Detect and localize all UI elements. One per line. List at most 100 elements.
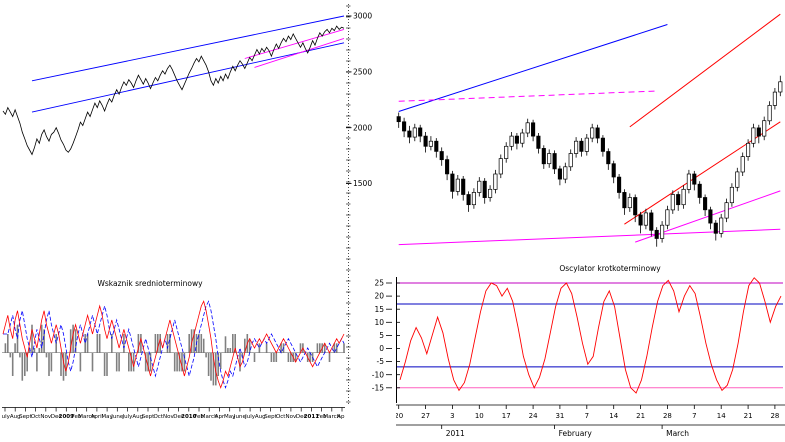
histogram-bar [31, 324, 33, 353]
month-label: Apr [215, 414, 225, 420]
candle-body [396, 116, 401, 123]
week-label: 14 [609, 412, 618, 420]
oscillator-axis-label: 10 [374, 318, 384, 327]
histogram-bar [65, 352, 67, 376]
candle-body [595, 127, 600, 139]
candle-body [778, 81, 783, 93]
candle-body [686, 173, 691, 190]
candle-body [772, 91, 777, 106]
medium-oscillator-panel [2, 292, 345, 404]
oscillator-axis-label: -10 [372, 370, 384, 379]
month-label: May [101, 414, 113, 420]
candle-body [606, 151, 611, 165]
histogram-bar [147, 352, 149, 372]
histogram-bar [212, 352, 215, 386]
month-label: Nov [163, 414, 174, 420]
candle-body [729, 186, 734, 204]
candle-body [407, 130, 412, 138]
candle-body [520, 132, 525, 144]
histogram-bar [183, 352, 186, 372]
magenta-trend-lower [254, 37, 345, 68]
month-label: June [233, 414, 247, 420]
oscillator-line [2, 300, 345, 389]
histogram-bar [188, 334, 190, 353]
histogram-bar [239, 352, 241, 372]
week-label: 7 [692, 412, 696, 420]
month-label: 2009 [59, 414, 74, 420]
month-label: Sept [264, 414, 277, 420]
magenta-trend-upper [244, 28, 345, 59]
longterm-price-panel [2, 6, 345, 236]
histogram-bar [96, 334, 99, 353]
candle-body [552, 153, 557, 170]
left-time-axis: JulyAugSeptOctNovDec2009FebMarchAprilMay… [2, 406, 345, 442]
week-label: 3 [450, 412, 454, 420]
histogram-bar [79, 352, 82, 372]
channel-upper [31, 15, 345, 82]
candle-body [498, 158, 503, 175]
histogram-bar [50, 352, 53, 372]
histogram-bar [229, 348, 232, 353]
histogram-bar [176, 352, 178, 372]
histogram-bar [273, 352, 275, 362]
histogram-bar [28, 348, 31, 353]
histogram-bar [21, 352, 24, 381]
month-label: March [666, 429, 689, 438]
histogram-bar [103, 352, 106, 376]
candle-body [466, 194, 471, 206]
histogram-bar [323, 343, 326, 353]
oscillator-axis-label: 15 [374, 305, 384, 314]
histogram-bar [154, 334, 157, 353]
candle-body [477, 180, 482, 193]
oscillator-axis-label: 0 [379, 344, 384, 353]
candle-body [638, 214, 643, 226]
week-label: 21 [744, 412, 753, 420]
month-label: February [559, 429, 593, 438]
candle-body [493, 173, 498, 190]
oscillator-axis-label: 5 [379, 331, 384, 340]
histogram-bar [290, 352, 292, 362]
candle-body [412, 127, 417, 138]
month-label: March [323, 414, 340, 420]
right-time-axis: 20 27 3 10 17 24 31 7 14 21 28 7 14 21 28 2011 February M… [396, 403, 785, 442]
histogram-bar [202, 338, 205, 353]
week-label: 24 [529, 412, 538, 420]
histogram-bar [11, 352, 14, 376]
candlestick-chart [396, 13, 783, 247]
month-label: March [78, 414, 95, 420]
candle-body [450, 173, 455, 192]
histogram-bar [207, 352, 210, 376]
month-label: Nov [40, 414, 51, 420]
histogram-bar [309, 352, 311, 362]
price-axis: 3000 2500 2000 1500 25 20 15 10 5 0 -5 -10 -15 [346, 0, 392, 442]
candle-body [402, 121, 407, 132]
histogram-bar [62, 352, 65, 381]
candle-body [584, 137, 589, 152]
candle-body [633, 197, 638, 216]
candle-body [622, 192, 627, 209]
price-axis-label: 2000 [353, 123, 372, 132]
histogram-bar [98, 334, 101, 353]
histogram-bar [166, 334, 169, 353]
week-label: 20 [396, 412, 403, 420]
month-label: 2011 [446, 429, 465, 438]
candle-body [649, 212, 654, 231]
histogram-bar [200, 334, 203, 353]
histogram-bar [84, 334, 86, 353]
histogram-bar [159, 334, 161, 353]
histogram-bar [38, 348, 41, 353]
histogram-bar [258, 343, 261, 353]
histogram-bar [40, 324, 43, 353]
month-label: Apr [337, 414, 345, 420]
month-label: Dec [51, 414, 62, 420]
candle-body [713, 222, 718, 234]
month-label: 2011 [304, 414, 319, 420]
oscillator-axis-label: -5 [377, 357, 385, 366]
histogram-bar [224, 336, 227, 353]
candle-body [509, 135, 514, 147]
week-label: 28 [770, 412, 779, 420]
oscillator-axis-label: -15 [372, 383, 384, 392]
month-label: Aug [132, 414, 143, 420]
histogram-bar [333, 343, 336, 353]
candle-body [418, 127, 423, 137]
